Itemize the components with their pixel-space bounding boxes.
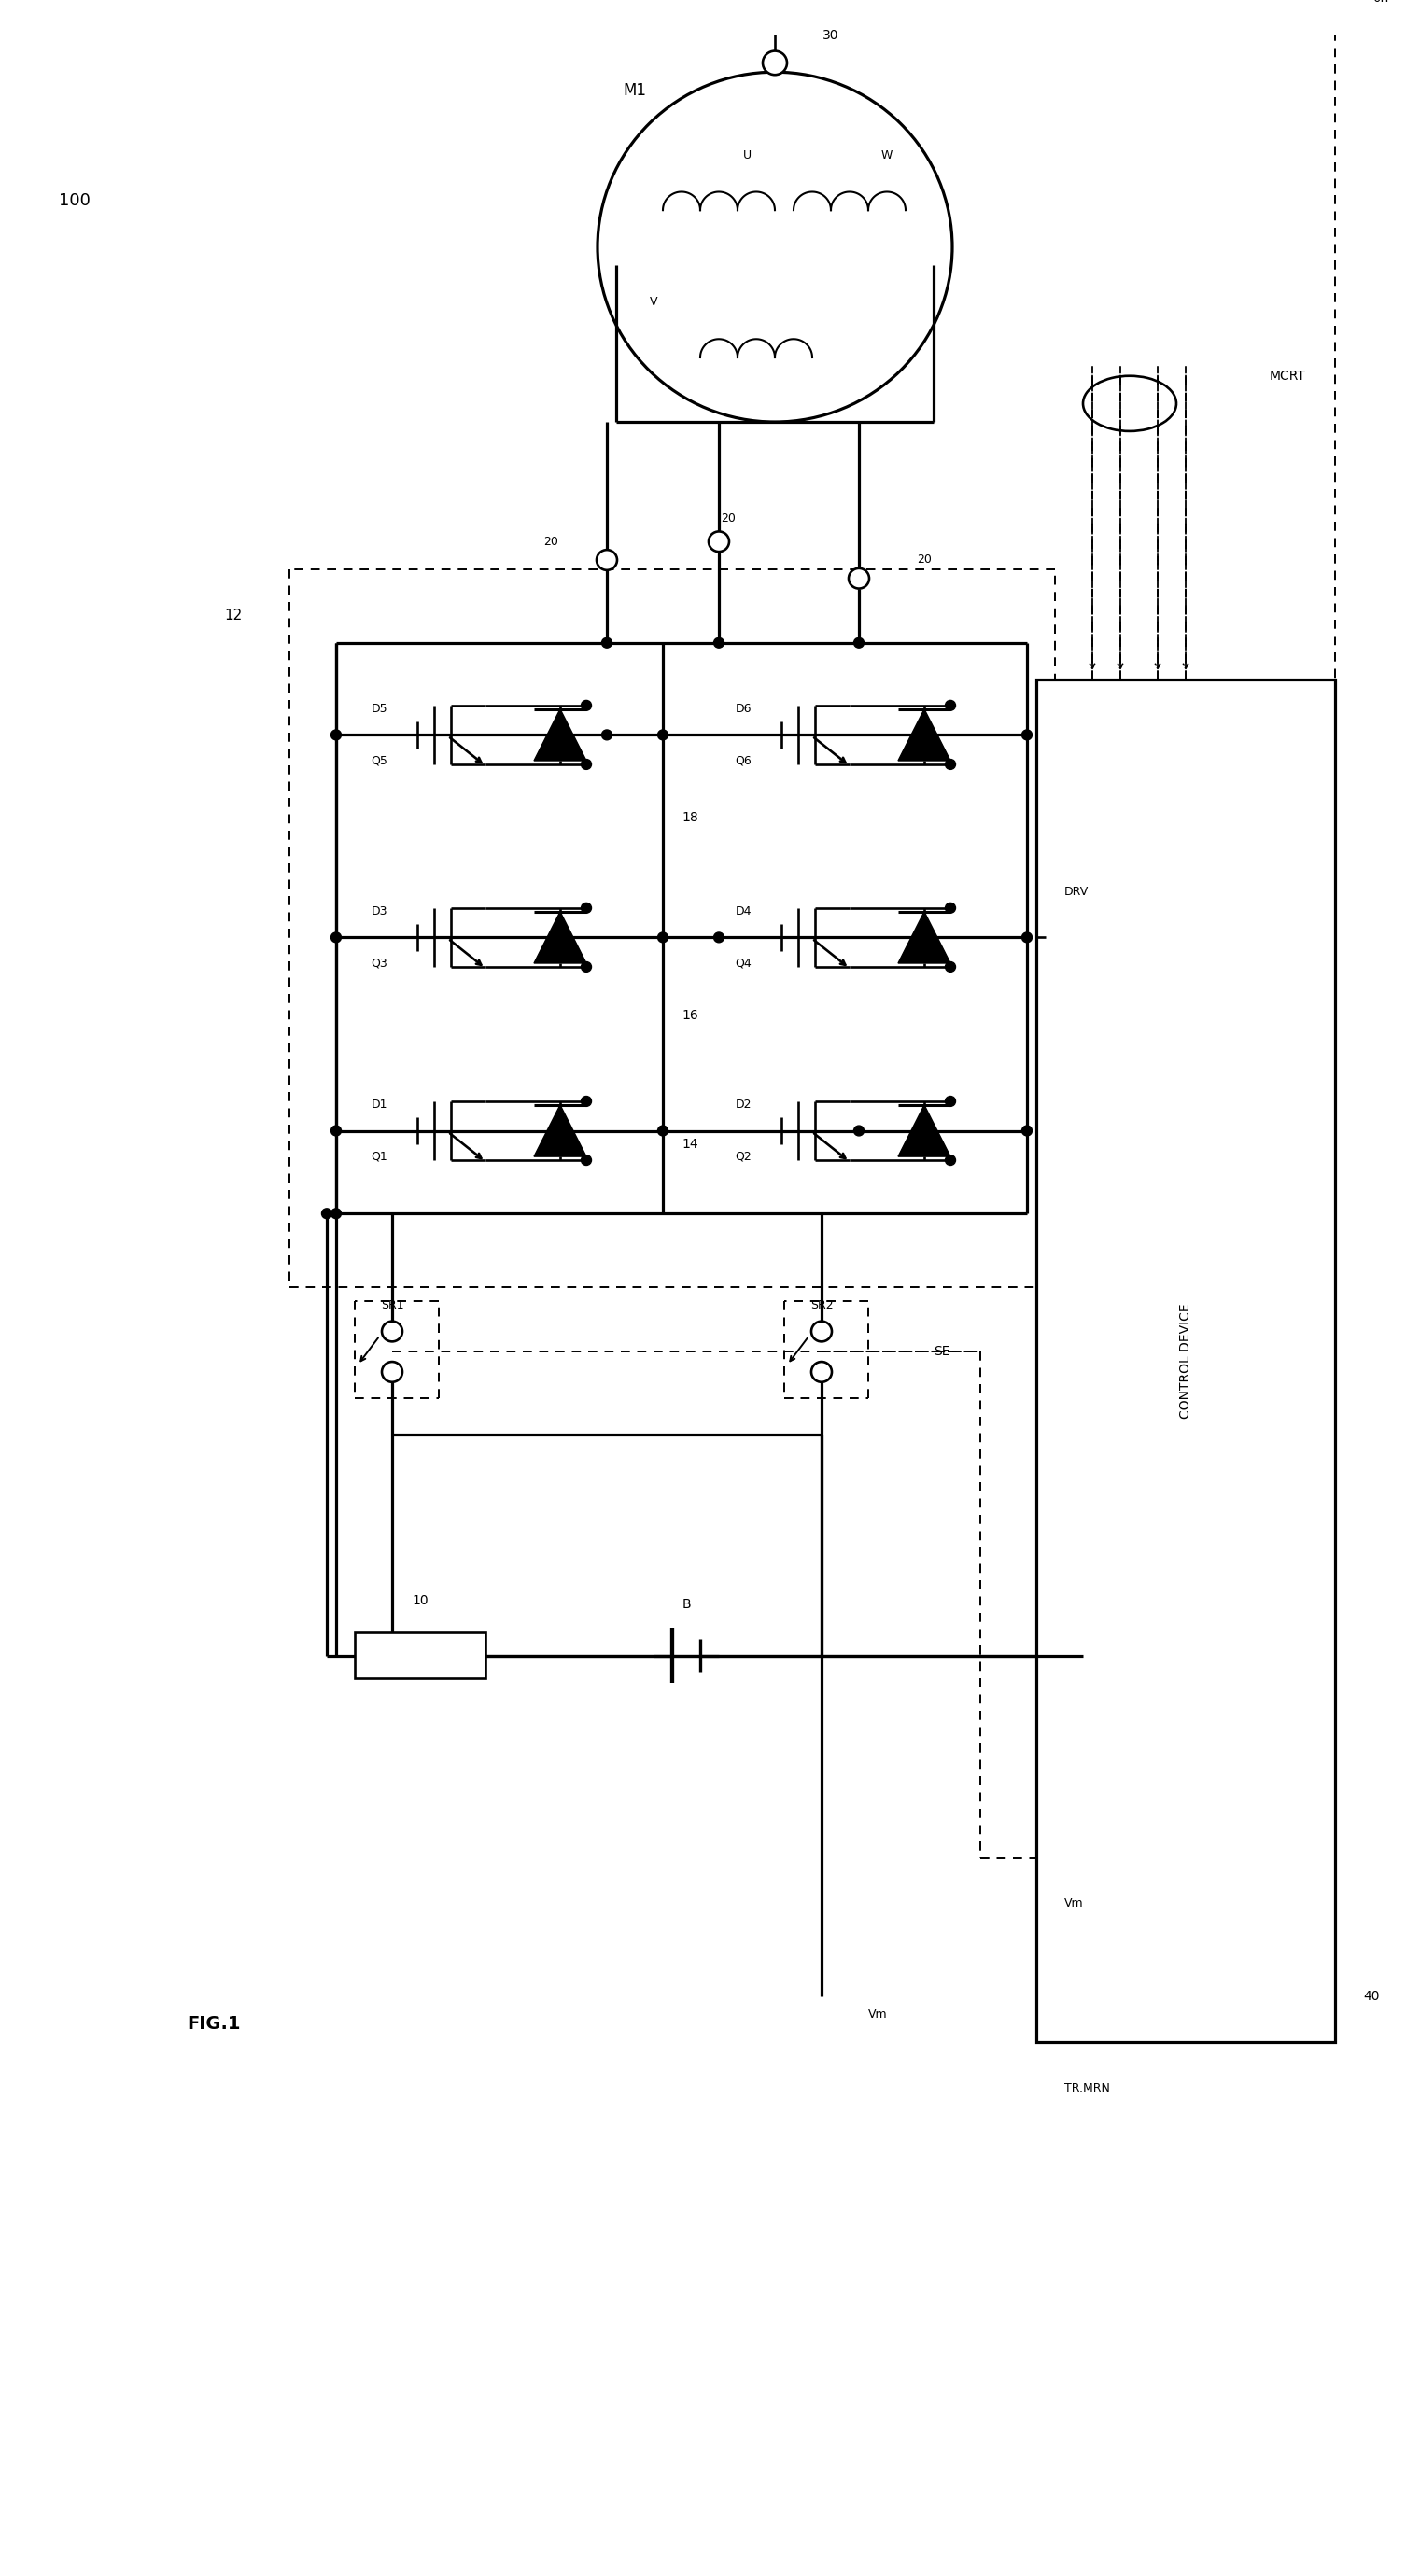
Text: SR1: SR1 xyxy=(381,1298,403,1311)
Circle shape xyxy=(657,1126,667,1136)
Polygon shape xyxy=(534,912,586,963)
Circle shape xyxy=(1022,729,1032,739)
Text: B: B xyxy=(682,1597,690,1613)
Text: M1: M1 xyxy=(623,82,646,98)
Circle shape xyxy=(853,639,863,649)
Circle shape xyxy=(581,1154,592,1164)
Circle shape xyxy=(331,1208,341,1218)
Polygon shape xyxy=(897,708,950,760)
Circle shape xyxy=(581,961,592,971)
Text: MCRT: MCRT xyxy=(1269,368,1306,381)
Circle shape xyxy=(331,933,341,943)
Text: 10: 10 xyxy=(412,1595,429,1607)
Circle shape xyxy=(853,1126,863,1136)
Text: 20: 20 xyxy=(544,536,558,549)
Text: Q2: Q2 xyxy=(736,1151,751,1162)
Text: 30: 30 xyxy=(822,28,839,41)
Text: Q3: Q3 xyxy=(371,958,388,969)
Circle shape xyxy=(602,729,612,739)
Text: 12: 12 xyxy=(224,608,243,623)
Text: V: V xyxy=(649,296,657,309)
Text: SE: SE xyxy=(933,1345,950,1358)
Circle shape xyxy=(581,1097,592,1105)
Text: TR.MRN: TR.MRN xyxy=(1065,2081,1110,2094)
Circle shape xyxy=(331,729,341,739)
Bar xyxy=(1037,680,1335,2043)
Text: 18: 18 xyxy=(682,811,699,824)
Circle shape xyxy=(946,904,956,912)
Text: D4: D4 xyxy=(736,907,751,917)
Circle shape xyxy=(321,1208,332,1218)
Circle shape xyxy=(581,701,592,711)
Circle shape xyxy=(1022,1126,1032,1136)
Text: Q6: Q6 xyxy=(736,755,751,768)
Circle shape xyxy=(581,760,592,770)
Text: D3: D3 xyxy=(371,907,388,917)
Polygon shape xyxy=(897,1105,950,1157)
Text: SR2: SR2 xyxy=(809,1298,834,1311)
Circle shape xyxy=(602,639,612,649)
Circle shape xyxy=(382,1321,402,1342)
Circle shape xyxy=(714,933,724,943)
Text: U: U xyxy=(743,149,751,162)
Circle shape xyxy=(657,933,667,943)
Circle shape xyxy=(709,531,728,551)
Text: Vm: Vm xyxy=(868,2009,888,2020)
Text: D1: D1 xyxy=(371,1100,388,1110)
Circle shape xyxy=(382,1363,402,1383)
Text: DRV: DRV xyxy=(1065,886,1089,896)
Text: Q5: Q5 xyxy=(371,755,388,768)
Polygon shape xyxy=(897,912,950,963)
Polygon shape xyxy=(534,1105,586,1157)
Bar xyxy=(355,1633,486,1680)
Circle shape xyxy=(849,569,869,587)
Circle shape xyxy=(1022,933,1032,943)
Circle shape xyxy=(714,639,724,649)
Text: 40: 40 xyxy=(1363,1989,1379,2002)
Circle shape xyxy=(596,549,618,569)
Text: θn: θn xyxy=(1372,0,1389,5)
Text: D5: D5 xyxy=(371,703,388,716)
Circle shape xyxy=(946,1097,956,1105)
Circle shape xyxy=(331,1126,341,1136)
Text: D6: D6 xyxy=(736,703,751,716)
Circle shape xyxy=(581,904,592,912)
Circle shape xyxy=(946,961,956,971)
Text: Q1: Q1 xyxy=(371,1151,388,1162)
Text: Vm: Vm xyxy=(1065,1899,1083,1909)
Circle shape xyxy=(946,701,956,711)
Circle shape xyxy=(811,1321,832,1342)
Text: 20: 20 xyxy=(721,513,736,526)
Text: 100: 100 xyxy=(58,193,91,209)
Text: CONTROL DEVICE: CONTROL DEVICE xyxy=(1179,1303,1193,1419)
Text: W: W xyxy=(882,149,893,162)
Circle shape xyxy=(657,729,667,739)
Circle shape xyxy=(946,760,956,770)
Text: FIG.1: FIG.1 xyxy=(186,2014,240,2032)
Text: Q4: Q4 xyxy=(736,958,751,969)
Text: 14: 14 xyxy=(682,1139,699,1151)
Circle shape xyxy=(763,52,787,75)
Text: 20: 20 xyxy=(917,554,932,567)
Circle shape xyxy=(946,1154,956,1164)
Text: D2: D2 xyxy=(736,1100,751,1110)
Text: 16: 16 xyxy=(682,1010,699,1023)
Circle shape xyxy=(811,1363,832,1383)
Polygon shape xyxy=(534,708,586,760)
